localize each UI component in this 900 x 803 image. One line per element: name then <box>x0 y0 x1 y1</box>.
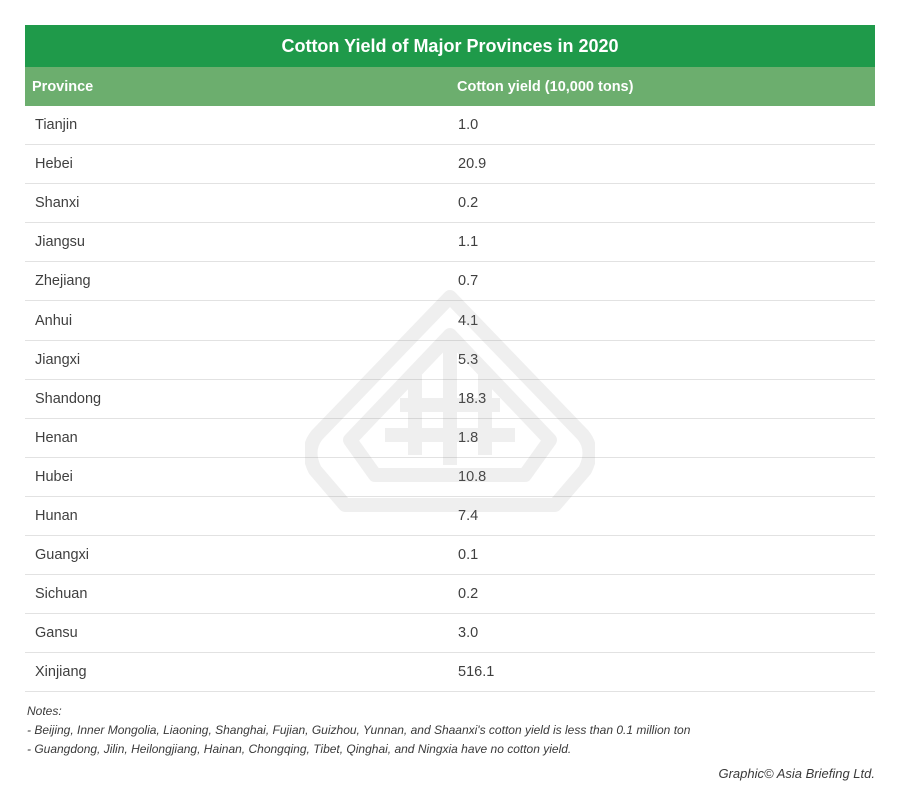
cell-province: Tianjin <box>35 117 78 134</box>
table-row: Jiangsu 1.1 <box>25 223 875 263</box>
credit: Graphic© Asia Briefing Ltd. <box>718 766 875 781</box>
table-row: Tianjin 1.0 <box>25 106 875 146</box>
cell-cotton-yield: 1.0 <box>458 117 479 134</box>
table-row: Guangxi 0.1 <box>25 536 875 576</box>
cell-province: Shandong <box>35 390 102 407</box>
cell-province: Hunan <box>35 507 78 524</box>
notes-line-2: - Guangdong, Jilin, Heilongjiang, Hainan… <box>27 742 572 756</box>
cell-cotton-yield: 1.1 <box>458 234 479 251</box>
cell-cotton-yield: 3.0 <box>458 625 479 642</box>
table-container: Cotton Yield of Major Provinces in 2020 … <box>25 25 875 693</box>
table-title: Cotton Yield of Major Provinces in 2020 <box>25 25 875 67</box>
header-province: Province <box>32 78 94 95</box>
cell-province: Guangxi <box>35 547 90 564</box>
cell-province: Jiangxi <box>35 351 81 368</box>
table-row: Zhejiang 0.7 <box>25 262 875 302</box>
table-row: Shandong 18.3 <box>25 380 875 419</box>
cell-cotton-yield: 4.1 <box>458 312 479 329</box>
cell-province: Hebei <box>35 156 73 173</box>
cell-cotton-yield: 5.3 <box>458 351 479 368</box>
table-row: Henan 1.8 <box>25 419 875 458</box>
cell-province: Sichuan <box>35 586 88 603</box>
cell-province: Anhui <box>35 312 73 329</box>
notes-heading: Notes: <box>27 704 62 718</box>
table-row: Xinjiang 516.1 <box>25 653 875 693</box>
cell-cotton-yield: 18.3 <box>458 390 487 407</box>
table-row: Gansu 3.0 <box>25 614 875 654</box>
cell-cotton-yield: 0.2 <box>458 586 479 603</box>
cell-cotton-yield: 0.1 <box>458 547 479 564</box>
cell-cotton-yield: 516.1 <box>458 664 495 681</box>
table-header-row: Province Cotton yield (10,000 tons) <box>25 67 875 106</box>
notes: Notes: - Beijing, Inner Mongolia, Liaoni… <box>27 702 690 759</box>
cell-cotton-yield: 20.9 <box>458 156 487 173</box>
table-row: Hunan 7.4 <box>25 497 875 537</box>
cell-province: Xinjiang <box>35 664 87 681</box>
table-row: Sichuan 0.2 <box>25 575 875 615</box>
cell-cotton-yield: 1.8 <box>458 429 479 446</box>
cell-province: Hubei <box>35 468 73 485</box>
table-row: Jiangxi 5.3 <box>25 341 875 380</box>
cell-cotton-yield: 7.4 <box>458 507 479 524</box>
table-row: Anhui 4.1 <box>25 301 875 341</box>
notes-line-1: - Beijing, Inner Mongolia, Liaoning, Sha… <box>27 723 691 737</box>
cell-province: Henan <box>35 429 78 446</box>
cell-province: Shanxi <box>35 195 80 212</box>
cell-province: Zhejiang <box>35 273 91 290</box>
cell-cotton-yield: 10.8 <box>458 468 487 485</box>
table-row: Hubei 10.8 <box>25 458 875 497</box>
table-body: Tianjin 1.0 Hebei 20.9 Shanxi 0.2 Jiangsu 1.1 Zh… <box>25 106 875 693</box>
cell-province: Gansu <box>35 625 78 642</box>
table-row: Hebei 20.9 <box>25 145 875 185</box>
cell-cotton-yield: 0.2 <box>458 195 479 212</box>
table-row: Shanxi 0.2 <box>25 184 875 224</box>
cell-cotton-yield: 0.7 <box>458 273 479 290</box>
cell-province: Jiangsu <box>35 234 85 251</box>
header-cotton-yield: Cotton yield (10,000 tons) <box>457 78 634 95</box>
